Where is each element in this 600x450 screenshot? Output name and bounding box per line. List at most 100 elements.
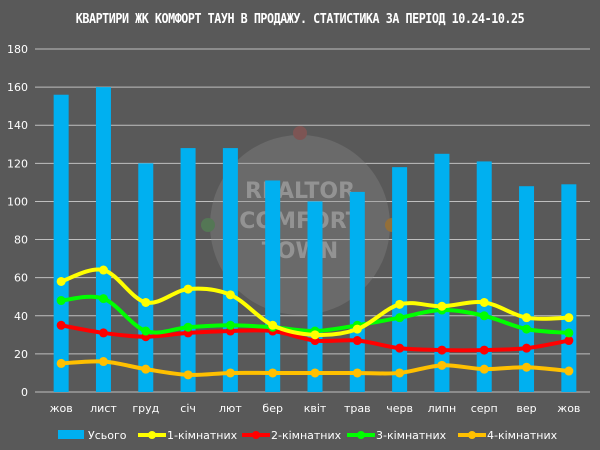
y-tick-label: 100 (7, 195, 28, 208)
y-tick-label: 80 (14, 234, 28, 247)
legend-label: Усього (88, 429, 127, 442)
point-4-kimnatnykh (183, 370, 193, 380)
legend-item: 1-кімнатних (138, 429, 238, 442)
y-tick-label: 180 (7, 43, 28, 56)
bar-usogo (476, 161, 492, 392)
point-4-kimnatnykh (268, 368, 278, 378)
point-4-kimnatnykh (225, 368, 235, 378)
bar-usogo (349, 191, 365, 392)
point-4-kimnatnykh (352, 368, 362, 378)
watermark-dot (293, 126, 307, 140)
point-2-kimnatnykh (98, 328, 108, 338)
watermark-text: COMFORT (239, 209, 360, 234)
bar-usogo (561, 184, 577, 392)
legend-label: 2-кімнатних (271, 429, 342, 442)
bar-usogo (519, 186, 535, 392)
x-tick-label: жов (557, 402, 580, 415)
legend-swatch-bar (58, 430, 84, 439)
legend-label: 1-кімнатних (167, 429, 238, 442)
watermark-dot (201, 218, 215, 232)
x-tick-label: січ (180, 402, 196, 415)
point-4-kimnatnykh (395, 368, 405, 378)
point-2-kimnatnykh (352, 336, 362, 346)
x-tick-label: серп (471, 402, 498, 415)
y-tick-label: 20 (14, 348, 28, 361)
legend-swatch-marker (252, 431, 260, 439)
x-tick-label: жов (50, 402, 73, 415)
bar-usogo (222, 148, 238, 392)
point-3-kimnatnykh (56, 296, 66, 306)
x-tick-label: трав (344, 402, 371, 415)
bar-usogo (138, 163, 154, 392)
point-3-kimnatnykh (522, 324, 532, 334)
point-4-kimnatnykh (522, 362, 532, 372)
y-tick-label: 0 (21, 386, 28, 399)
point-4-kimnatnykh (141, 364, 151, 374)
point-1-kimnatnykh (56, 276, 66, 286)
point-4-kimnatnykh (479, 364, 489, 374)
point-3-kimnatnykh (395, 313, 405, 323)
point-1-kimnatnykh (141, 297, 151, 307)
x-tick-label: груд (132, 402, 159, 415)
legend-item: Усього (58, 429, 127, 442)
point-1-kimnatnykh (98, 265, 108, 275)
point-3-kimnatnykh (141, 326, 151, 336)
bar-usogo (95, 87, 111, 392)
watermark-circle (210, 135, 390, 315)
point-2-kimnatnykh (564, 336, 574, 346)
point-1-kimnatnykh (479, 297, 489, 307)
chart-title: КВАРТИРИ ЖК КОМФОРТ ТАУН В ПРОДАЖУ. СТАТ… (75, 12, 525, 27)
y-tick-label: 120 (7, 157, 28, 170)
point-2-kimnatnykh (522, 343, 532, 353)
point-1-kimnatnykh (268, 320, 278, 330)
legend-item: 3-кімнатних (347, 429, 447, 442)
point-4-kimnatnykh (310, 368, 320, 378)
point-4-kimnatnykh (564, 366, 574, 376)
point-3-kimnatnykh (564, 328, 574, 338)
point-3-kimnatnykh (183, 322, 193, 332)
point-4-kimnatnykh (98, 357, 108, 367)
legend-swatch-marker (468, 431, 476, 439)
point-2-kimnatnykh (437, 345, 447, 355)
point-1-kimnatnykh (310, 330, 320, 340)
point-1-kimnatnykh (522, 313, 532, 323)
legend-item: 2-кімнатних (242, 429, 342, 442)
point-3-kimnatnykh (479, 311, 489, 321)
bar-usogo (434, 153, 450, 392)
legend-swatch-marker (357, 431, 365, 439)
point-1-kimnatnykh (395, 299, 405, 309)
legend-swatch-marker (148, 431, 156, 439)
y-tick-label: 40 (14, 310, 28, 323)
y-tick-label: 60 (14, 272, 28, 285)
legend-label: 3-кімнатних (376, 429, 447, 442)
x-tick-label: лист (90, 402, 117, 415)
legend-item: 4-кімнатних (458, 429, 558, 442)
point-4-kimnatnykh (437, 360, 447, 370)
y-tick-label: 140 (7, 119, 28, 132)
x-tick-label: бер (262, 402, 283, 415)
point-4-kimnatnykh (56, 358, 66, 368)
watermark-text: REALTOR (245, 179, 355, 204)
bar-usogo (180, 148, 196, 392)
point-1-kimnatnykh (352, 324, 362, 334)
x-tick-label: квіт (304, 402, 327, 415)
x-tick-label: липн (428, 402, 457, 415)
legend-label: 4-кімнатних (487, 429, 558, 442)
y-tick-label: 160 (7, 81, 28, 94)
bar-usogo (307, 201, 323, 392)
point-1-kimnatnykh (564, 313, 574, 323)
point-1-kimnatnykh (183, 284, 193, 294)
point-3-kimnatnykh (225, 320, 235, 330)
point-3-kimnatnykh (98, 294, 108, 304)
x-tick-label: лют (219, 402, 242, 415)
point-1-kimnatnykh (225, 290, 235, 300)
point-2-kimnatnykh (56, 320, 66, 330)
point-2-kimnatnykh (395, 343, 405, 353)
x-tick-label: черв (386, 402, 413, 415)
bar-usogo (53, 94, 69, 392)
x-tick-label: вер (516, 402, 536, 415)
point-1-kimnatnykh (437, 301, 447, 311)
bar-usogo (392, 167, 408, 392)
